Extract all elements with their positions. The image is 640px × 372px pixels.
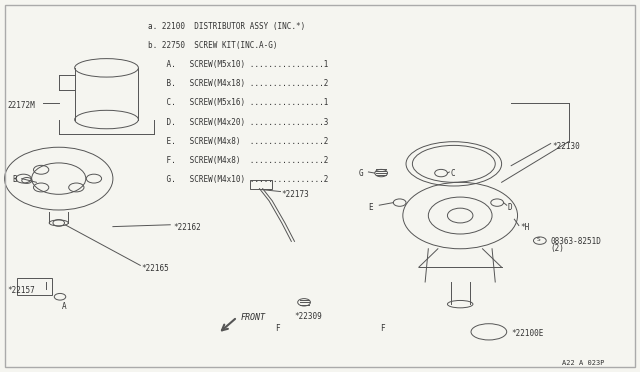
- Text: A22 A 023P: A22 A 023P: [562, 359, 605, 366]
- Text: E: E: [368, 203, 372, 212]
- Text: G: G: [358, 169, 363, 179]
- Bar: [17, 278, 52, 295]
- Text: a. 22100  DISTRIBUTOR ASSY (INC.*): a. 22100 DISTRIBUTOR ASSY (INC.*): [148, 22, 305, 31]
- Text: *22130: *22130: [552, 142, 580, 151]
- Text: *22100E: *22100E: [511, 329, 543, 338]
- Text: C: C: [451, 169, 455, 179]
- Text: D.   SCREW(M4x20) ................3: D. SCREW(M4x20) ................3: [148, 118, 328, 127]
- Text: E.   SCREW(M4x8)  ................2: E. SCREW(M4x8) ................2: [148, 137, 328, 146]
- Text: *22157: *22157: [8, 286, 35, 295]
- Text: G.   SCREW(M4x10) ................2: G. SCREW(M4x10) ................2: [148, 175, 328, 184]
- Text: *22165: *22165: [141, 263, 170, 273]
- Text: S: S: [537, 237, 540, 242]
- Text: 22172M: 22172M: [8, 101, 35, 110]
- Text: D: D: [508, 203, 513, 212]
- Text: F.   SCREW(M4x8)  ................2: F. SCREW(M4x8) ................2: [148, 156, 328, 165]
- Text: C.   SCREW(M5x16) ................1: C. SCREW(M5x16) ................1: [148, 99, 328, 108]
- Text: F: F: [381, 324, 385, 333]
- Text: *H: *H: [521, 223, 530, 232]
- Text: *22162: *22162: [173, 223, 201, 232]
- Bar: [250, 180, 272, 189]
- Text: b. 22750  SCREW KIT(INC.A-G): b. 22750 SCREW KIT(INC.A-G): [148, 41, 278, 50]
- Text: FRONT: FRONT: [241, 312, 266, 321]
- Text: B.   SCREW(M4x18) ................2: B. SCREW(M4x18) ................2: [148, 79, 328, 88]
- Text: 08363-8251D: 08363-8251D: [550, 237, 602, 246]
- Text: (2): (2): [550, 244, 564, 253]
- Text: B: B: [13, 175, 17, 184]
- Text: A: A: [62, 302, 67, 311]
- Text: *22173: *22173: [282, 190, 310, 199]
- Text: F: F: [275, 324, 280, 333]
- Text: A.   SCREW(M5x10) ................1: A. SCREW(M5x10) ................1: [148, 60, 328, 69]
- Text: *22309: *22309: [294, 311, 323, 321]
